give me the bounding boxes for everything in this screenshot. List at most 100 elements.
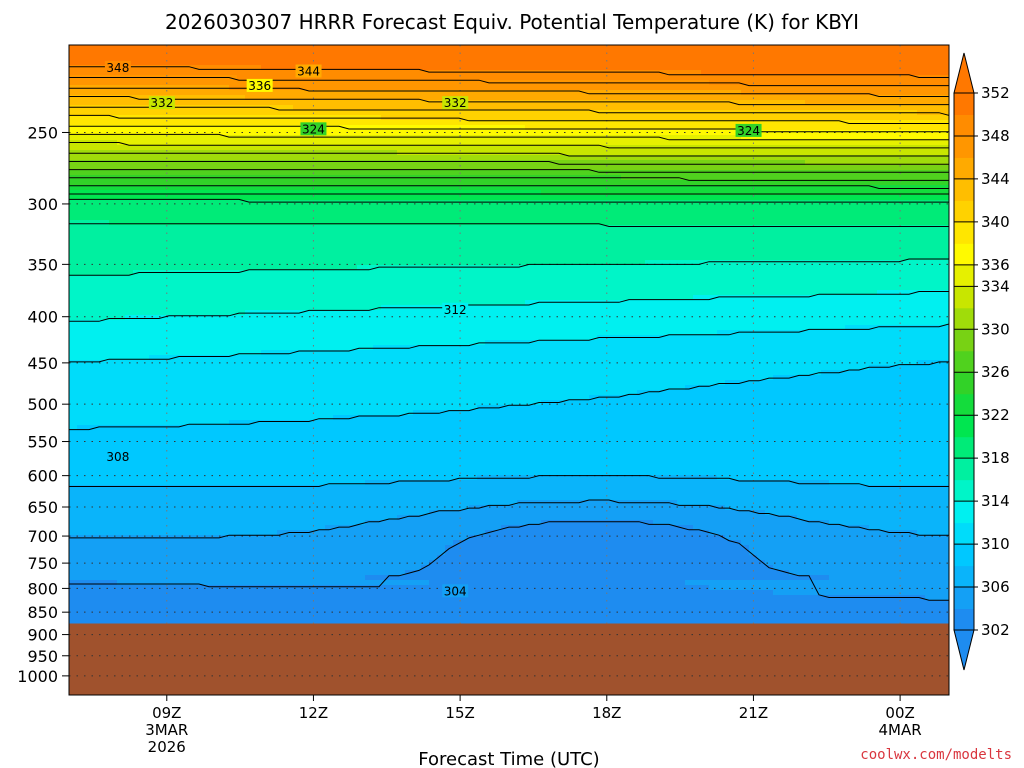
theta-cell [317,230,326,236]
theta-cell [685,210,694,216]
theta-cell [141,55,150,61]
theta-cell [453,215,462,221]
theta-cell [509,165,518,171]
theta-cell [645,255,654,261]
theta-cell [797,45,806,51]
theta-cell [69,170,78,176]
theta-cell [901,265,910,271]
theta-cell [701,245,710,251]
theta-cell [797,265,806,271]
theta-cell [653,150,662,156]
theta-cell [725,255,734,261]
theta-cell [941,135,949,141]
theta-cell [605,250,614,256]
theta-cell [93,60,102,66]
theta-cell [341,105,350,111]
theta-cell [669,220,678,226]
theta-cell [333,190,342,196]
theta-cell [821,120,830,126]
theta-cell [653,180,662,186]
theta-cell [477,190,486,196]
theta-cell [525,180,534,186]
theta-cell [613,190,622,196]
theta-cell [157,90,166,96]
theta-cell [245,110,254,116]
theta-cell [485,230,494,236]
theta-cell [397,265,406,271]
theta-cell [205,120,214,126]
theta-cell [525,265,534,271]
theta-cell [365,210,374,216]
theta-cell [653,125,662,131]
theta-cell [181,135,190,141]
theta-cell [109,55,118,61]
theta-cell [229,95,238,101]
theta-cell [477,185,486,191]
theta-cell [493,235,502,241]
theta-cell [397,145,406,151]
theta-cell [813,45,822,51]
theta-cell [909,195,918,201]
theta-cell [893,90,902,96]
theta-cell [93,145,102,151]
theta-cell [813,190,822,196]
theta-cell [357,80,366,86]
theta-cell [677,160,686,166]
theta-cell [317,80,326,86]
theta-cell [469,215,478,221]
theta-cell [517,230,526,236]
theta-cell [381,260,390,266]
theta-cell [621,250,630,256]
theta-cell [197,125,206,131]
theta-cell [133,195,142,201]
theta-cell [869,140,878,146]
theta-cell [853,165,862,171]
theta-cell [525,255,534,261]
theta-cell [253,165,262,171]
theta-cell [77,100,86,106]
theta-cell [661,160,670,166]
theta-cell [205,165,214,171]
theta-cell [109,170,118,176]
theta-cell [597,185,606,191]
theta-cell [733,175,742,181]
theta-cell [349,220,358,226]
theta-cell [245,160,254,166]
theta-cell [429,230,438,236]
theta-cell [637,125,646,131]
theta-cell [373,185,382,191]
theta-cell [917,240,926,246]
theta-cell [221,135,230,141]
theta-cell [125,155,134,161]
theta-cell [93,80,102,86]
theta-cell [85,45,94,51]
theta-cell [517,250,526,256]
theta-cell [709,200,718,206]
theta-cell [837,130,846,136]
theta-cell [885,55,894,61]
theta-cell [869,240,878,246]
theta-cell [925,250,934,256]
theta-cell [733,205,742,211]
theta-cell [757,65,766,71]
theta-cell [117,185,126,191]
theta-cell [557,45,566,51]
theta-cell [653,225,662,231]
theta-cell [709,255,718,261]
theta-cell [229,265,238,271]
theta-cell [325,240,334,246]
theta-cell [693,50,702,56]
theta-cell [181,245,190,251]
theta-cell [621,225,630,231]
theta-cell [429,65,438,71]
theta-cell [221,160,230,166]
theta-cell [853,125,862,131]
theta-cell [285,140,294,146]
theta-cell [109,270,118,276]
theta-cell [77,90,86,96]
theta-cell [349,195,358,201]
theta-cell [749,60,758,66]
theta-cell [109,250,118,256]
theta-cell [901,65,910,71]
theta-cell [845,90,854,96]
